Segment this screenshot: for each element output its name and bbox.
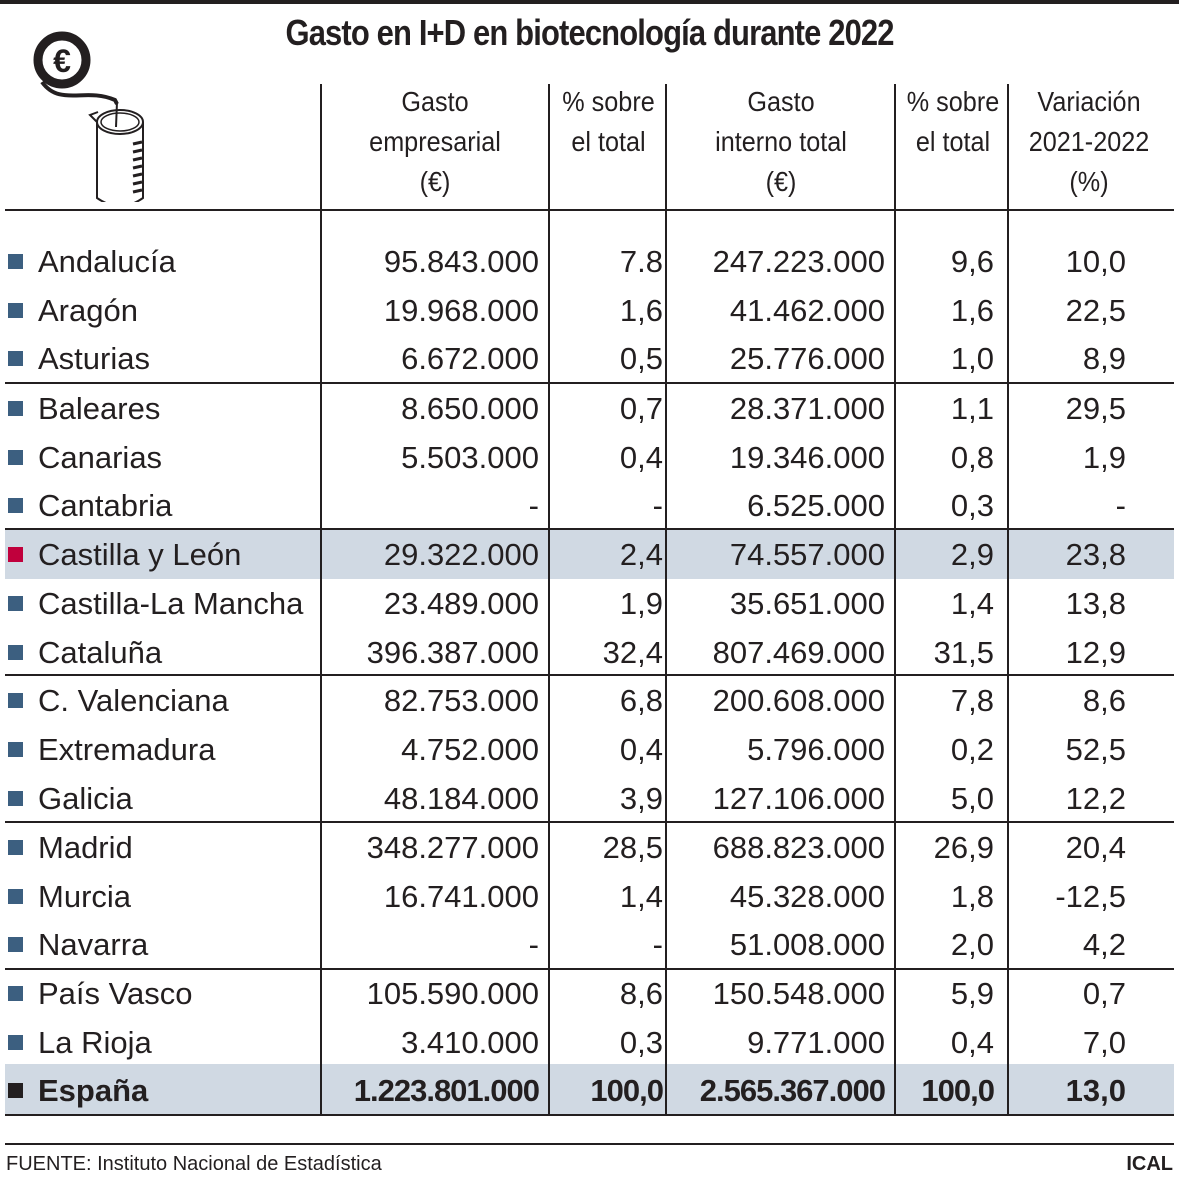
chart-title: Gasto en I+D en biotecnología durante 20… bbox=[285, 12, 894, 53]
square-marker-icon bbox=[8, 498, 23, 513]
column-divider bbox=[548, 84, 550, 1115]
header-gasto-empresarial: Gasto empresarial (€) bbox=[369, 86, 501, 197]
square-marker-icon bbox=[8, 840, 23, 855]
table-row-total: España 1.223.801.000 100,0 2.565.367.000 100… bbox=[0, 1066, 1179, 1115]
group-rule bbox=[5, 528, 1174, 530]
table-row: La Rioja 3.410.000 0,3 9.771.000 0,4 7,0 bbox=[0, 1018, 1179, 1067]
table-row: C. Valenciana 82.753.000 6,8 200.608.000 7,8… bbox=[0, 676, 1179, 725]
table-row: Cataluña 396.387.000 32,4 807.469.000 31,5 12… bbox=[0, 628, 1179, 677]
table-row-highlighted: Castilla y León 29.322.000 2,4 74.557.000 2,… bbox=[0, 530, 1179, 579]
table-row: Navarra - -51.008.000 2,0 4,2 bbox=[0, 920, 1179, 969]
table-bottom-rule bbox=[5, 1114, 1174, 1116]
highlight-espana bbox=[5, 1064, 1174, 1115]
square-marker-icon bbox=[8, 645, 23, 660]
column-divider bbox=[665, 84, 667, 1115]
square-marker-icon bbox=[8, 401, 23, 416]
table-row: País Vasco 105.590.000 8,6 150.548.000 5,9 0,… bbox=[0, 969, 1179, 1018]
group-rule bbox=[5, 968, 1174, 970]
square-marker-icon bbox=[8, 351, 23, 366]
table-row: Castilla-La Mancha 23.489.000 1,9 35.651.00… bbox=[0, 579, 1179, 628]
square-marker-icon bbox=[8, 547, 23, 562]
header-pct-empresarial: % sobre el total bbox=[562, 86, 655, 157]
square-marker-icon bbox=[8, 450, 23, 465]
header-pct-interno: % sobre el total bbox=[906, 86, 1000, 157]
table-row: Aragón 19.968.000 1,6 41.462.000 1,6 22,5 bbox=[0, 286, 1179, 335]
column-divider bbox=[894, 84, 896, 1115]
square-marker-icon bbox=[8, 254, 23, 269]
table-row: Extremadura 4.752.000 0,4 5.796.000 0,2 52,5 bbox=[0, 725, 1179, 774]
square-marker-icon bbox=[8, 693, 23, 708]
table-row: Canarias 5.503.000 0,4 19.346.000 0,8 1,9 bbox=[0, 433, 1179, 482]
source-note: FUENTE: Instituto Nacional de Estadístic… bbox=[6, 1153, 382, 1175]
square-marker-icon bbox=[8, 1035, 23, 1050]
top-rule bbox=[0, 0, 1179, 4]
euro-coin-pouring-into-beaker-icon: € bbox=[33, 31, 144, 202]
table-row: Murcia 16.741.000 1,4 45.328.000 1,8 -12,5 bbox=[0, 872, 1179, 921]
column-divider bbox=[320, 84, 322, 1115]
svg-text:€: € bbox=[53, 43, 71, 79]
footer-rule bbox=[5, 1143, 1174, 1145]
table-row: Baleares 8.650.000 0,7 28.371.000 1,1 29,5 bbox=[0, 384, 1179, 433]
column-divider bbox=[1007, 84, 1009, 1115]
square-marker-icon bbox=[8, 791, 23, 806]
table-row: Asturias 6.672.000 0,5 25.776.000 1,0 8,9 bbox=[0, 334, 1179, 383]
square-marker-icon bbox=[8, 742, 23, 757]
square-marker-icon bbox=[8, 937, 23, 952]
square-marker-icon bbox=[8, 889, 23, 904]
table-row: Galicia 48.184.000 3,9 127.106.000 5,0 12,2 bbox=[0, 774, 1179, 823]
group-rule bbox=[5, 382, 1174, 384]
table-row: Madrid 348.277.000 28,5 688.823.000 26,9 20,4 bbox=[0, 823, 1179, 872]
square-marker-icon bbox=[8, 1083, 23, 1098]
brand-label: ICAL bbox=[1126, 1153, 1173, 1175]
table-row: Cantabria - -6.525.000 0,3- bbox=[0, 481, 1179, 530]
header-gasto-interno: Gasto interno total (€) bbox=[715, 86, 847, 197]
table-row: Andalucía 95.843.000 7.8 247.223.000 9,6 10,0 bbox=[0, 237, 1179, 286]
square-marker-icon bbox=[8, 596, 23, 611]
header-rule bbox=[5, 209, 1174, 211]
group-rule bbox=[5, 674, 1174, 676]
header-variacion: Variación 2021-2022 (%) bbox=[1028, 86, 1150, 197]
square-marker-icon bbox=[8, 303, 23, 318]
square-marker-icon bbox=[8, 986, 23, 1001]
highlight-castilla-y-leon bbox=[5, 530, 1174, 579]
group-rule bbox=[5, 821, 1174, 823]
